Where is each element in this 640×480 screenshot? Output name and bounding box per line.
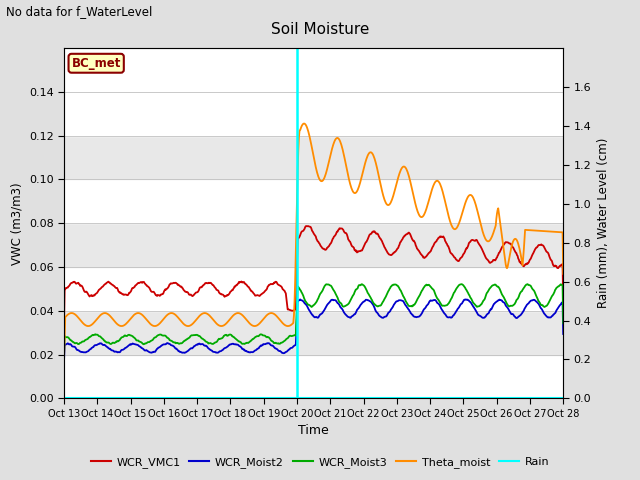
Bar	[64, 355, 563, 398]
Bar	[64, 136, 563, 180]
Y-axis label: VWC (m3/m3): VWC (m3/m3)	[10, 182, 23, 264]
Legend: WCR_VMC1, WCR_Moist2, WCR_Moist3, Theta_moist, Rain: WCR_VMC1, WCR_Moist2, WCR_Moist3, Theta_…	[86, 452, 554, 472]
Bar	[64, 311, 563, 355]
Text: BC_met: BC_met	[72, 57, 121, 70]
X-axis label: Time: Time	[298, 424, 329, 437]
Bar	[64, 92, 563, 135]
Bar	[64, 48, 563, 92]
Text: No data for f_WaterLevel: No data for f_WaterLevel	[6, 5, 153, 18]
Text: Soil Moisture: Soil Moisture	[271, 22, 369, 36]
Y-axis label: Rain (mm), Water Level (cm): Rain (mm), Water Level (cm)	[597, 138, 610, 308]
Bar	[64, 180, 563, 223]
Bar	[64, 267, 563, 311]
Bar	[64, 223, 563, 267]
